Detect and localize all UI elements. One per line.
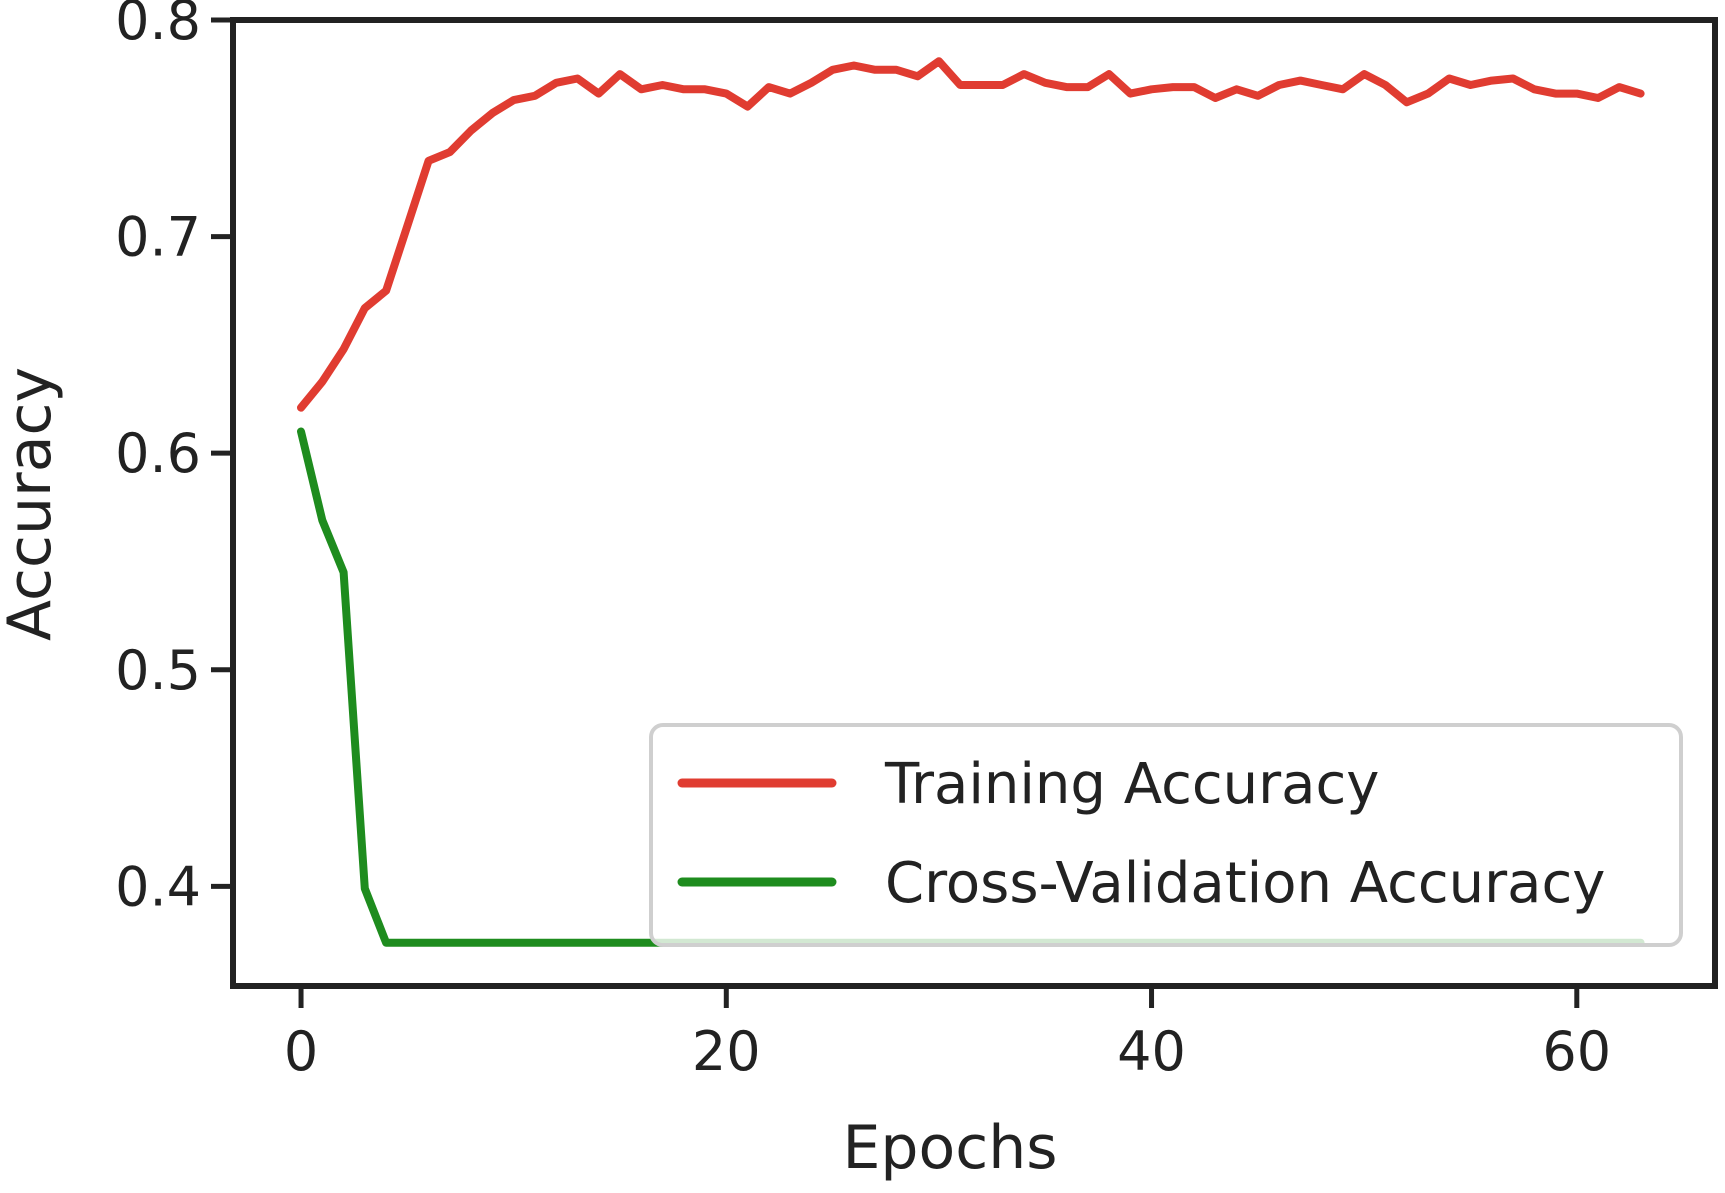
y-tick-label: 0.4	[115, 855, 201, 918]
x-tick-label: 40	[1117, 1020, 1186, 1083]
plot-frame	[230, 17, 1718, 989]
legend-box	[649, 723, 1683, 947]
y-tick-label: 0.5	[115, 639, 201, 702]
x-tick-label: 20	[692, 1020, 761, 1083]
y-tick-label: 0.6	[115, 422, 201, 485]
x-tick-label: 60	[1542, 1020, 1611, 1083]
y-tick-label: 0.8	[115, 0, 201, 52]
legend-label-training: Training Accuracy	[884, 752, 1379, 817]
y-axis-label: Accuracy	[0, 367, 65, 641]
x-tick-label: 0	[284, 1020, 318, 1083]
legend: Training Accuracy Cross-Validation Accur…	[649, 723, 1683, 947]
legend-label-cross-validation: Cross-Validation Accuracy	[885, 851, 1605, 916]
series-line-training	[297, 57, 1645, 412]
ticks-layer: 0 20 40 60 0.4 0.5 0.6 0.7 0.8	[115, 0, 1611, 1083]
y-tick-label: 0.7	[115, 206, 201, 269]
x-axis-label: Epochs	[843, 1113, 1058, 1183]
